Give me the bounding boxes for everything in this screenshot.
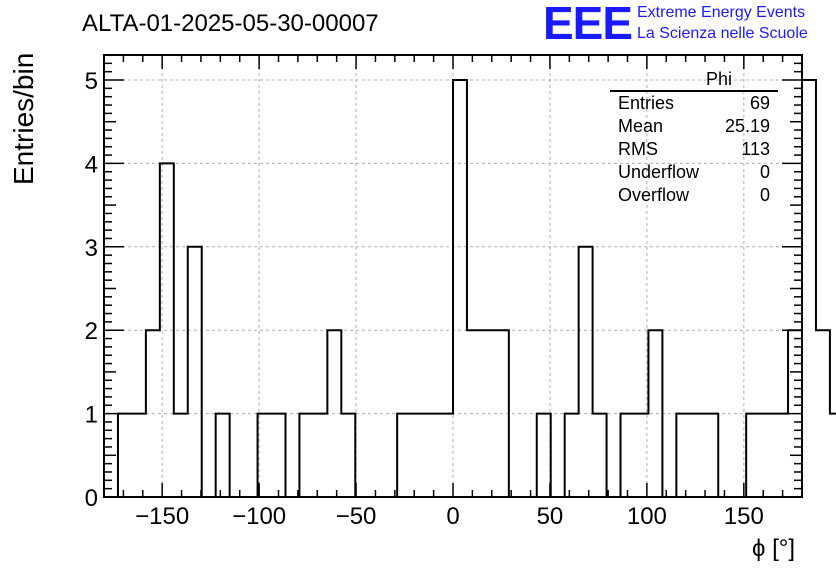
x-tick-label: 150: [724, 503, 764, 530]
histogram-bin: [118, 414, 132, 497]
stats-row-underflow: Underflow 0: [610, 161, 778, 184]
stats-row-entries: Entries 69: [610, 92, 778, 115]
stats-row-mean: Mean 25.19: [610, 115, 778, 138]
stats-label: RMS: [618, 139, 658, 159]
histogram-bin: [830, 414, 836, 497]
stats-name: Phi: [610, 68, 778, 92]
histogram-bin: [704, 414, 718, 497]
histogram-bin: [690, 414, 704, 497]
stats-row-overflow: Overflow 0: [610, 184, 778, 207]
histogram-bin: [188, 247, 202, 497]
y-axis-label: Entries/bin: [8, 52, 39, 185]
y-tick-label: 0: [85, 485, 98, 512]
histogram-bin: [132, 414, 146, 497]
stats-value: 0: [759, 185, 770, 205]
stats-box: Phi Entries 69 Mean 25.19 RMS 113 Underflow…: [610, 68, 778, 207]
y-tick-label: 3: [85, 235, 98, 262]
x-tick-label: 100: [627, 503, 667, 530]
histogram-bin: [216, 414, 230, 497]
histogram-bin: [174, 414, 188, 497]
histogram-bin: [676, 414, 690, 497]
y-tick-label: 1: [85, 402, 98, 429]
histogram-bin: [341, 414, 355, 497]
histogram-bin: [313, 414, 327, 497]
y-tick-label: 2: [85, 318, 98, 345]
histogram-bin: [621, 414, 635, 497]
histogram-bin: [439, 414, 453, 497]
stats-label: Mean: [618, 116, 664, 136]
histogram-bin: [579, 247, 593, 497]
stats-label: Underflow: [618, 162, 700, 182]
stats-row-rms: RMS 113: [610, 138, 778, 161]
histogram-bin: [760, 414, 774, 497]
x-tick-label: −100: [232, 503, 286, 530]
histogram-bin: [774, 414, 788, 497]
stats-label: Entries: [618, 93, 675, 113]
histogram-bin: [593, 414, 607, 497]
histogram-bin: [453, 80, 467, 497]
x-tick-label: 50: [537, 503, 564, 530]
x-tick-label: 0: [446, 503, 459, 530]
x-tick-label: −50: [336, 503, 377, 530]
histogram-bin: [537, 414, 551, 497]
y-tick-label: 5: [85, 68, 98, 95]
axis-ticks: [103, 55, 803, 498]
histogram-title: ALTA-01-2025-05-30-00007: [82, 10, 379, 37]
histogram-bin: [816, 330, 830, 497]
histogram-bin: [299, 414, 313, 497]
org-tagline: La Scienza nelle Scuole: [637, 25, 808, 42]
x-axis-label: ϕ [°]: [752, 535, 796, 562]
histogram-bin: [565, 414, 579, 497]
eee-logo: EEE: [543, 0, 633, 49]
histogram-bin: [802, 80, 816, 497]
histogram-bin: [397, 414, 411, 497]
y-tick-label: 4: [85, 151, 98, 178]
stats-value: 0: [759, 162, 770, 182]
histogram-bin: [746, 414, 760, 497]
x-tick-label: −150: [135, 503, 189, 530]
stats-value: 113: [741, 139, 770, 159]
stats-label: Overflow: [618, 185, 690, 205]
org-name: Extreme Energy Events: [637, 4, 806, 21]
stats-value: 69: [749, 93, 770, 113]
tick-labels: −150 −100 −50 0 50 100 150 0 1 2 3 4 5: [85, 68, 764, 530]
histogram-bin: [272, 414, 286, 497]
stats-value: 25.19: [724, 116, 770, 136]
histogram-bin: [411, 414, 425, 497]
histogram-bin: [425, 414, 439, 497]
